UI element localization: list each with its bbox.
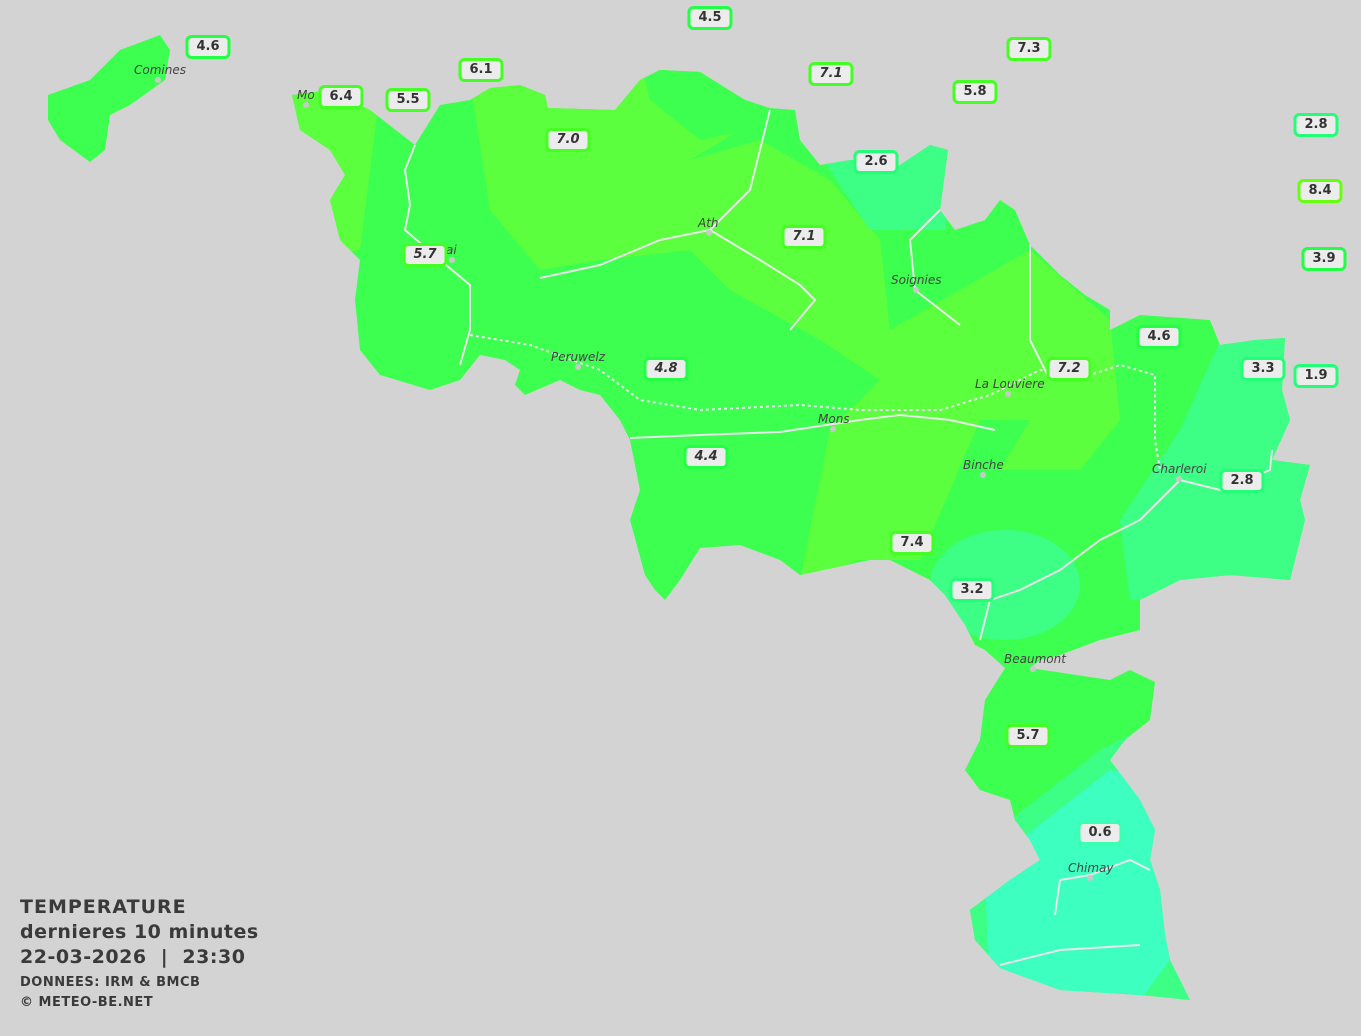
city-dot bbox=[830, 426, 836, 432]
data-source: DONNEES: IRM & BMCB bbox=[20, 975, 201, 990]
station-temperature-label: 5.8 bbox=[952, 80, 998, 104]
station-temperature-label: 4.4 bbox=[683, 445, 729, 469]
city-dot bbox=[575, 364, 581, 370]
station-temperature-label: 4.8 bbox=[643, 357, 689, 381]
station-temperature-label: 0.6 bbox=[1077, 821, 1123, 845]
city-dot bbox=[706, 230, 712, 236]
zone-yellow-green bbox=[470, 60, 1120, 580]
station-temperature-label: 7.4 bbox=[889, 531, 935, 555]
city-label: Peruwelz bbox=[551, 350, 606, 364]
city-label: Beaumont bbox=[1004, 652, 1067, 666]
station-temperature-label: 4.6 bbox=[1136, 325, 1182, 349]
station-temperature-label: 2.8 bbox=[1219, 469, 1265, 493]
station-temperature-label: 5.5 bbox=[385, 88, 431, 112]
station-temperature-label: 8.4 bbox=[1297, 179, 1343, 203]
station-temperature-label: 3.9 bbox=[1301, 247, 1347, 271]
city-label: ai bbox=[446, 243, 457, 257]
station-temperature-label: 4.6 bbox=[185, 35, 231, 59]
city-label: Ath bbox=[697, 216, 719, 230]
station-temperature-label: 7.1 bbox=[781, 225, 827, 249]
city-dot bbox=[980, 472, 986, 478]
city-label: Binche bbox=[963, 458, 1004, 472]
city-labels: Comines Mo ai Ath Soignies Peruwelz Mons La Lou… bbox=[134, 63, 1207, 881]
city-label: Comines bbox=[134, 63, 186, 77]
city-label: Chimay bbox=[1068, 861, 1114, 875]
station-temperature-label: 6.1 bbox=[458, 58, 504, 82]
city-dot bbox=[303, 102, 309, 108]
station-temperature-label: 4.5 bbox=[687, 6, 733, 30]
station-temperature-label: 7.1 bbox=[808, 62, 854, 86]
city-dot bbox=[1005, 391, 1011, 397]
station-temperature-label: 7.2 bbox=[1046, 357, 1092, 381]
station-temperature-label: 3.3 bbox=[1240, 357, 1286, 381]
map-subtitle: dernieres 10 minutes bbox=[20, 921, 259, 943]
station-temperature-label: 1.9 bbox=[1293, 364, 1339, 388]
zone-teal-charleroi bbox=[1120, 330, 1310, 600]
city-dot bbox=[913, 287, 919, 293]
station-temperature-label: 5.7 bbox=[402, 243, 448, 267]
station-temperature-label: 7.3 bbox=[1006, 37, 1052, 61]
city-label: Mons bbox=[818, 412, 850, 426]
station-temperature-label: 6.4 bbox=[318, 85, 364, 109]
map-legend: TEMPERATURE dernieres 10 minutes 22-03-2… bbox=[20, 895, 259, 1013]
station-temperature-label: 3.2 bbox=[949, 578, 995, 602]
city-label: Soignies bbox=[891, 273, 941, 287]
station-temperature-label: 5.7 bbox=[1005, 724, 1051, 748]
station-temperature-label: 7.0 bbox=[545, 128, 591, 152]
city-dot bbox=[155, 77, 161, 83]
map-title: TEMPERATURE bbox=[20, 896, 187, 918]
station-temperature-label: 2.6 bbox=[853, 150, 899, 174]
map-datetime: 22-03-2026 | 23:30 bbox=[20, 946, 246, 968]
city-dot bbox=[1030, 666, 1036, 672]
city-label: La Louviere bbox=[975, 377, 1045, 391]
city-dot bbox=[449, 257, 455, 263]
city-label: Charleroi bbox=[1152, 462, 1207, 476]
zone-teal-south bbox=[930, 530, 1080, 640]
city-label: Mo bbox=[297, 88, 315, 102]
zone-cyan-chimay bbox=[985, 770, 1170, 1000]
city-dot bbox=[1176, 476, 1182, 482]
copyright: © METEO-BE.NET bbox=[20, 995, 154, 1010]
borders-rivers bbox=[403, 109, 1273, 966]
city-dot bbox=[1087, 875, 1093, 881]
station-temperature-label: 2.8 bbox=[1293, 113, 1339, 137]
